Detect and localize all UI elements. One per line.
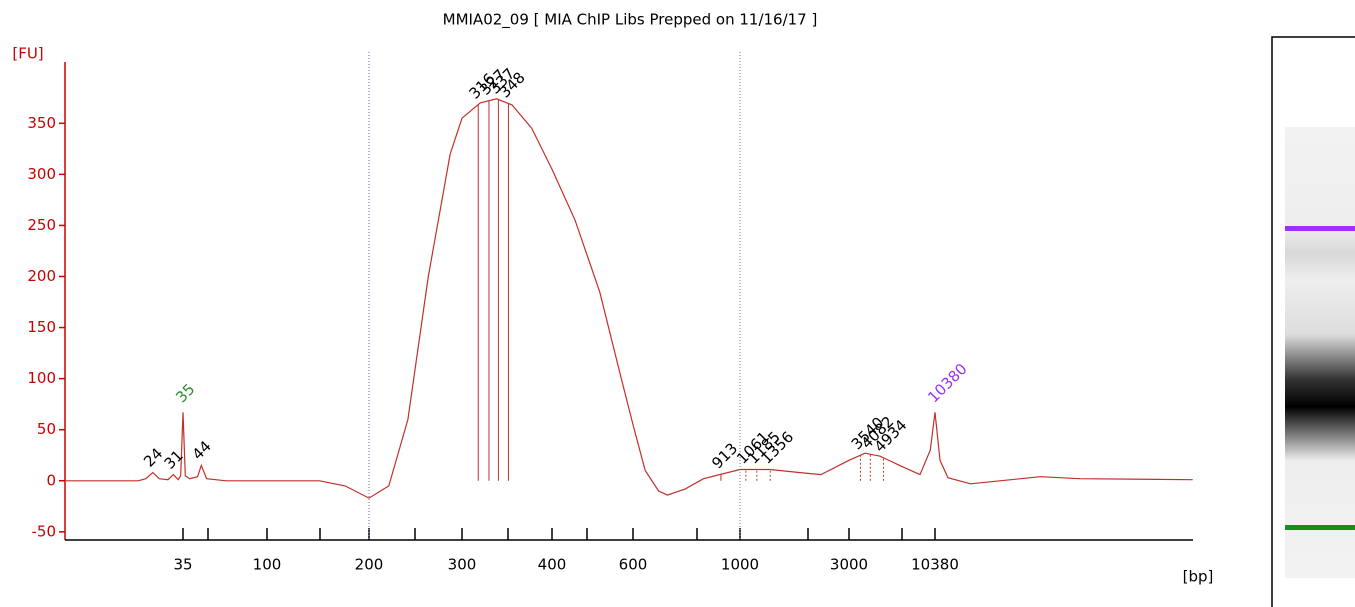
y-tick-label: 0 xyxy=(46,471,56,489)
peak-label: 44 xyxy=(189,437,215,463)
trace xyxy=(64,98,1193,499)
y-tick-label: 150 xyxy=(27,318,56,336)
y-tick-label: 100 xyxy=(27,369,56,387)
x-tick-label: 600 xyxy=(619,556,648,574)
y-tick-label: 300 xyxy=(27,165,56,183)
x-tick-label: 3000 xyxy=(830,556,868,574)
marker-label: 10380 xyxy=(924,360,970,406)
x-tick-label: 35 xyxy=(173,556,192,574)
x-tick-label: 1000 xyxy=(721,556,759,574)
y-tick-label: 200 xyxy=(27,267,56,285)
x-tick-label: 10380 xyxy=(911,556,959,574)
x-tick-label: 200 xyxy=(355,556,384,574)
marker-label: 35 xyxy=(172,380,198,406)
y-tick-label: -50 xyxy=(32,522,57,540)
y-tick-label: 50 xyxy=(37,420,56,438)
y-tick-label: 250 xyxy=(27,216,56,234)
y-axis-label: [FU] xyxy=(12,45,43,63)
x-tick-label: 300 xyxy=(448,556,477,574)
gel-lane xyxy=(1271,36,1355,607)
peak-label: 31 xyxy=(161,446,187,472)
y-tick-label: 350 xyxy=(27,114,56,132)
chart-title: MMIA02_09 [ MIA ChIP Libs Prepped on 11/… xyxy=(443,11,818,30)
x-axis-label: [bp] xyxy=(1183,568,1214,586)
x-tick-label: 400 xyxy=(538,556,567,574)
x-tick-label: 100 xyxy=(253,556,282,574)
